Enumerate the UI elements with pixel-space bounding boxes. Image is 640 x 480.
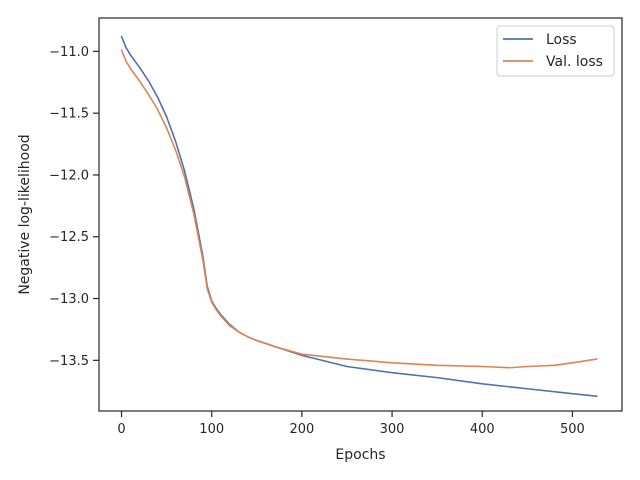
x-tick-label: 0 <box>117 422 125 437</box>
y-axis-label: Negative log-likelihood <box>17 134 33 294</box>
x-axis: 0 100 200 300 400 500 <box>117 411 585 437</box>
legend-label-loss: Loss <box>546 32 577 48</box>
x-tick-label: 300 <box>380 422 405 437</box>
y-tick-label: −12.0 <box>49 168 89 183</box>
x-axis-label: Epochs <box>335 447 385 463</box>
x-tick-label: 200 <box>289 422 314 437</box>
x-tick-label: 500 <box>560 422 585 437</box>
x-tick-label: 400 <box>470 422 495 437</box>
y-tick-label: −11.5 <box>49 107 89 122</box>
legend: Loss Val. loss <box>496 25 615 77</box>
legend-label-val-loss: Val. loss <box>546 54 603 70</box>
y-tick-label: −13.5 <box>49 354 89 369</box>
y-tick-label: −11.0 <box>49 45 89 60</box>
y-tick-label: −13.0 <box>49 292 89 307</box>
x-tick-label: 100 <box>199 422 224 437</box>
y-axis: −11.0 −11.5 −12.0 −12.5 −13.0 −13.5 <box>49 45 99 369</box>
series-layer <box>120 35 598 397</box>
series-line-val-loss <box>120 49 598 369</box>
plot-frame <box>98 17 623 412</box>
y-tick-label: −12.5 <box>49 230 89 245</box>
